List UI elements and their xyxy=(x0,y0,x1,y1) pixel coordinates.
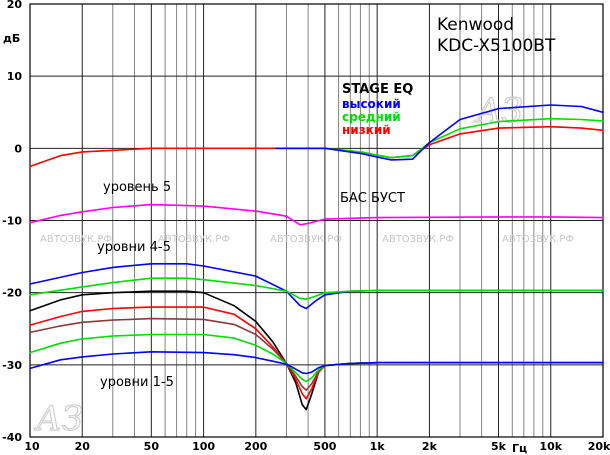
annotation-bass-boost: БАС БУСТ xyxy=(340,191,405,206)
series-line-4 xyxy=(29,203,604,226)
y-axis-label: дБ xyxy=(3,32,20,45)
watermark-text: АВТОЗВУК.РФ xyxy=(270,234,342,245)
y-tick-label: 10 xyxy=(7,70,23,83)
series-line-1 xyxy=(29,125,604,168)
logo-watermark-bottom: АЗ xyxy=(34,399,83,439)
series-line-6 xyxy=(29,277,604,300)
watermark-text: АВТОЗВУК.РФ xyxy=(502,234,574,245)
x-tick-label: 5k xyxy=(491,440,507,453)
series-line-11 xyxy=(29,351,604,375)
legend-title: STAGE EQ xyxy=(342,82,413,97)
y-tick-label: -40 xyxy=(2,431,22,444)
y-tick-label: 0 xyxy=(14,142,22,155)
y-tick-label: -10 xyxy=(2,215,22,228)
series-group xyxy=(29,104,604,411)
x-tick-label: 2k xyxy=(422,440,438,453)
legend-entry-high: высокий xyxy=(342,97,401,111)
y-tick-labels: 20 10 0 -10 -20 -30 -40 xyxy=(2,0,22,444)
plot-frame xyxy=(29,3,604,438)
chart-title-line-1: Kenwood xyxy=(437,15,514,35)
series-line-5 xyxy=(29,263,604,310)
y-tick-label: -20 xyxy=(2,287,22,300)
annotation-levels-4-5: уровни 4-5 xyxy=(97,240,171,255)
x-tick-label: 1k xyxy=(370,440,386,453)
legend-entry-low: низкий xyxy=(342,123,391,137)
x-tick-label: 200 xyxy=(244,440,267,453)
watermarks: АВТОЗВУК.РФ АВТОЗВУК.РФ АВТОЗВУК.РФ АВТОЗВУ… xyxy=(40,234,574,245)
y-tick-label: 20 xyxy=(7,0,23,11)
x-tick-label: 20 xyxy=(75,440,91,453)
logos: АЗ АЗ xyxy=(33,90,523,439)
x-tick-label: 500 xyxy=(313,440,336,453)
x-tick-label: 10 xyxy=(24,440,40,453)
chart-title-line-2: KDC-X5100BT xyxy=(437,36,556,56)
x-tick-label: 10k xyxy=(539,440,562,453)
x-tick-label: 50 xyxy=(144,440,160,453)
watermark-text: АВТОЗВУК.РФ xyxy=(40,234,112,245)
legend-entry-mid: средний xyxy=(342,110,401,124)
x-axis-label: Гц xyxy=(512,442,527,455)
series-line-3 xyxy=(274,104,604,161)
watermark-text: АВТОЗВУК.РФ xyxy=(382,234,454,245)
y-tick-label: -30 xyxy=(2,359,22,372)
x-tick-label: 20k xyxy=(588,440,610,453)
x-tick-labels: 10 20 50 100 200 500 1k 2k 5k 10k 20k xyxy=(24,440,610,453)
annotation-levels-1-5: уровни 1-5 xyxy=(100,375,174,390)
watermark-text: АВТОЗВУК.РФ xyxy=(158,234,230,245)
x-tick-label: 100 xyxy=(192,440,215,453)
annotation-level-5: уровень 5 xyxy=(103,180,171,195)
